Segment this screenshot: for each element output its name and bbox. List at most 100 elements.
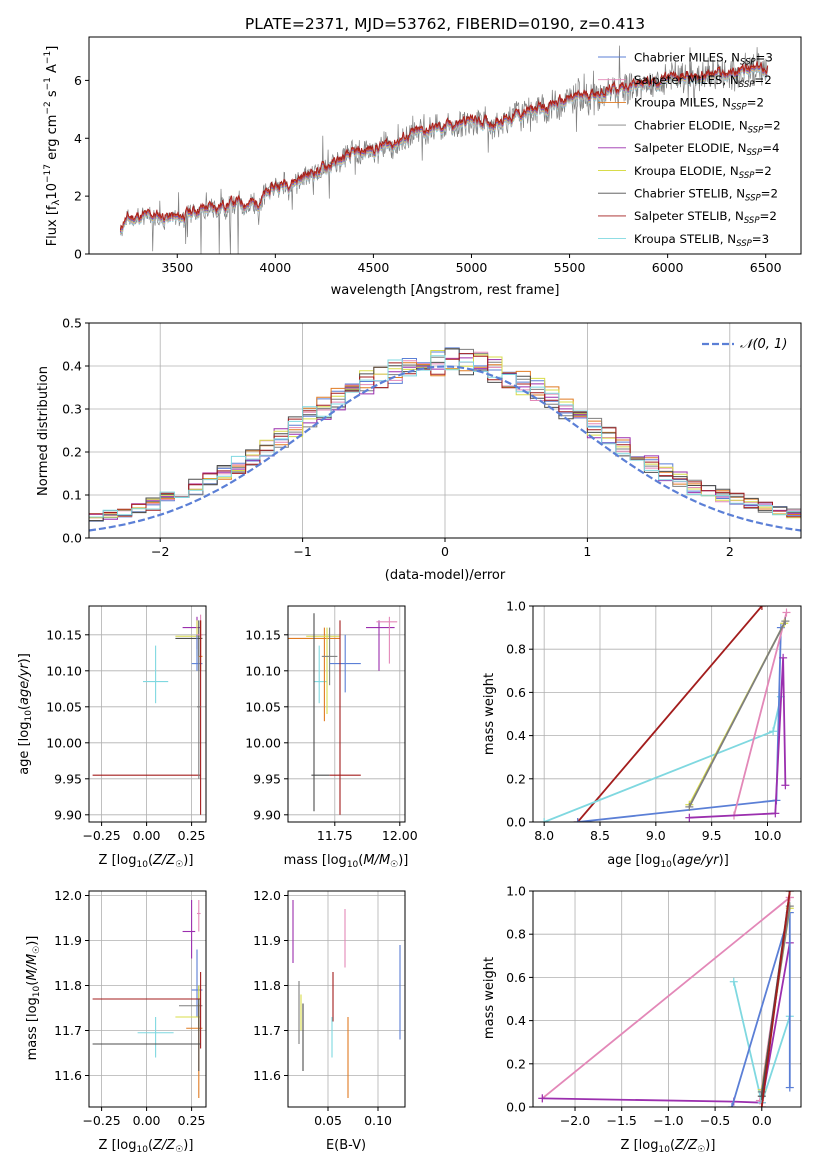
marks <box>92 900 203 1098</box>
x-tick-label: −1 <box>293 544 311 559</box>
y-tick-label: 9.95 <box>253 771 281 786</box>
weight-line-salpeter_miles <box>541 896 791 1100</box>
x-tick-label: 0.10 <box>364 1113 392 1128</box>
x-tick-label: −0.5 <box>700 1113 730 1128</box>
weight-line-chabrier_miles <box>577 627 782 822</box>
legend-label-salpeter_miles: Salpeter MILES, NSSP=2 <box>634 73 772 90</box>
residuals-legend: 𝒩(0, 1) <box>702 337 787 352</box>
weight-vs-Z-xlabel: Z [log10(Z/Z☉)] <box>621 1138 716 1155</box>
x-tick-label: 4500 <box>358 260 390 275</box>
spectrum-ticks: 3500 4000 4500 5000 5500 6000 6500 0 2 4 6 <box>74 73 782 275</box>
spectrum-xlabel: wavelength [Angstrom, rest frame] <box>331 283 560 298</box>
weight-line-salpeter_stelib <box>577 606 763 822</box>
y-tick-label: 0.4 <box>506 1013 526 1028</box>
x-tick-label: 11.75 <box>317 828 353 843</box>
y-tick-label: 11.9 <box>54 933 82 948</box>
weight-vs-age-panel: 8.0 8.5 9.0 9.5 10.0 0.0 0.2 0.4 0.6 0.8 1.0 <box>506 599 802 843</box>
panel-frame <box>287 605 406 823</box>
legend-label-kroupa_miles: Kroupa MILES, NSSP=2 <box>634 96 764 113</box>
y-tick-label: 6 <box>74 73 82 88</box>
x-tick-label: 0.25 <box>178 1113 206 1128</box>
x-tick-label: 8.5 <box>590 828 610 843</box>
x-tick-label: 0.05 <box>314 1113 342 1128</box>
x-tick-label: 12.00 <box>382 828 418 843</box>
y-tick-label: 9.90 <box>54 807 82 822</box>
x-tick-label: −2.0 <box>560 1113 590 1128</box>
y-tick-label: 0.0 <box>62 531 82 546</box>
panel-frame <box>287 890 406 1108</box>
x-tick-label: −1.5 <box>607 1113 637 1128</box>
y-tick-label: 0.4 <box>62 359 82 374</box>
mass-vs-EBV-xlabel: E(B-V) <box>326 1138 366 1153</box>
age-vs-mass-panel: 11.75 12.00 9.90 9.95 10.00 10.05 10.10 10.15 <box>245 605 418 843</box>
x-tick-label: 0.00 <box>133 828 161 843</box>
y-tick-label: 11.9 <box>253 933 281 948</box>
spectrum-ylabel: Flux [fλ10−17 erg cm−2 s−1 A−1] <box>43 46 62 247</box>
model-line-salpeter_stelib <box>119 61 769 231</box>
y-tick-label: 9.95 <box>54 771 82 786</box>
y-tick-label: 11.7 <box>253 1023 281 1038</box>
weight-line-chabrier_elodie <box>688 620 787 808</box>
x-tick-label: −2 <box>151 544 169 559</box>
legend-label-kroupa_elodie: Kroupa ELODIE, NSSP=2 <box>634 164 772 181</box>
y-tick-label: 0.8 <box>506 927 526 942</box>
age-vs-mass-xlabel: mass [log10(M/M☉)] <box>284 853 409 870</box>
y-tick-label: 0.2 <box>506 771 526 786</box>
y-tick-label: 10.10 <box>46 663 82 678</box>
y-tick-label: 0.2 <box>506 1056 526 1071</box>
x-tick-label: 0.25 <box>178 828 206 843</box>
mass-vs-Z-xlabel: Z [log10(Z/Z☉)] <box>99 1138 194 1155</box>
x-tick-label: 4000 <box>259 260 291 275</box>
y-tick-label: 0 <box>74 247 82 262</box>
x-tick-label: 0.0 <box>752 1113 772 1128</box>
x-tick-label: 6000 <box>652 260 684 275</box>
age-vs-Z-xlabel: Z [log10(Z/Z☉)] <box>99 853 194 870</box>
x-tick-label: −0.25 <box>82 1113 120 1128</box>
x-tick-label: −0.25 <box>82 828 120 843</box>
x-tick-label: 8.0 <box>534 828 554 843</box>
y-tick-label: 10.10 <box>245 663 281 678</box>
y-tick-label: 0.5 <box>62 316 82 331</box>
y-tick-label: 2 <box>74 189 82 204</box>
mass-vs-EBV-panel: 0.05 0.10 11.6 11.7 11.8 11.9 12.0 <box>253 888 406 1128</box>
y-tick-label: 11.7 <box>54 1023 82 1038</box>
spectrum-title: PLATE=2371, MJD=53762, FIBERID=0190, z=0… <box>245 15 645 33</box>
panel-frame <box>532 890 802 1108</box>
x-tick-label: 5000 <box>456 260 488 275</box>
x-tick-label: 3500 <box>161 260 193 275</box>
y-tick-label: 11.8 <box>253 978 281 993</box>
weight-line-salpeter_stelib <box>760 891 791 1107</box>
residuals-ticks: −2 −1 0 1 2 0.0 0.1 0.2 0.3 0.4 0.5 <box>62 316 734 560</box>
histogram-salpeter_stelib <box>88 353 801 538</box>
weight-line-salpeter_miles <box>733 612 788 816</box>
y-tick-label: 11.6 <box>54 1068 82 1083</box>
spectrum-plot-area <box>119 45 769 255</box>
residuals-xlabel: (data-model)/error <box>385 568 506 583</box>
y-tick-label: 10.00 <box>245 735 281 750</box>
mass-vs-Z-panel: −0.25 0.00 0.25 11.6 11.7 11.8 11.9 12.0 <box>54 888 207 1128</box>
y-tick-label: 0.0 <box>506 815 526 830</box>
spectrum-legend: Chabrier MILES, NSSP=3 Salpeter MILES, NS… <box>598 50 781 249</box>
x-tick-label: 5500 <box>554 260 586 275</box>
y-tick-label: 0.4 <box>506 728 526 743</box>
age-vs-Z-ylabel: age [log10(age/yr)] <box>17 653 34 775</box>
y-tick-label: 10.05 <box>46 699 82 714</box>
mass-vs-Z-ylabel: mass [log10(M/M☉)] <box>25 936 42 1061</box>
weight-line-salpeter_elodie <box>542 942 791 1104</box>
y-tick-label: 11.6 <box>253 1068 281 1083</box>
marks <box>288 613 398 815</box>
age-vs-Z-panel: −0.25 0.00 0.25 9.90 9.95 10.00 10.05 10.10 10.1… <box>46 605 207 843</box>
x-tick-label: 10.0 <box>754 828 782 843</box>
spectrum-panel: PLATE=2371, MJD=53762, FIBERID=0190, z=0… <box>43 15 802 298</box>
x-tick-label: 9.0 <box>646 828 666 843</box>
y-tick-label: 0.8 <box>506 642 526 657</box>
weight-vs-age-xlabel: age [log10(age/yr)] <box>607 853 729 870</box>
x-tick-label: −1.0 <box>653 1113 683 1128</box>
gaussian-curve <box>88 365 802 532</box>
legend-label-chabrier_stelib: Chabrier STELIB, NSSP=2 <box>634 187 778 204</box>
y-tick-label: 0.3 <box>62 402 82 417</box>
marks <box>292 900 401 1098</box>
x-tick-label: 1 <box>583 544 591 559</box>
y-tick-label: 0.0 <box>506 1100 526 1115</box>
